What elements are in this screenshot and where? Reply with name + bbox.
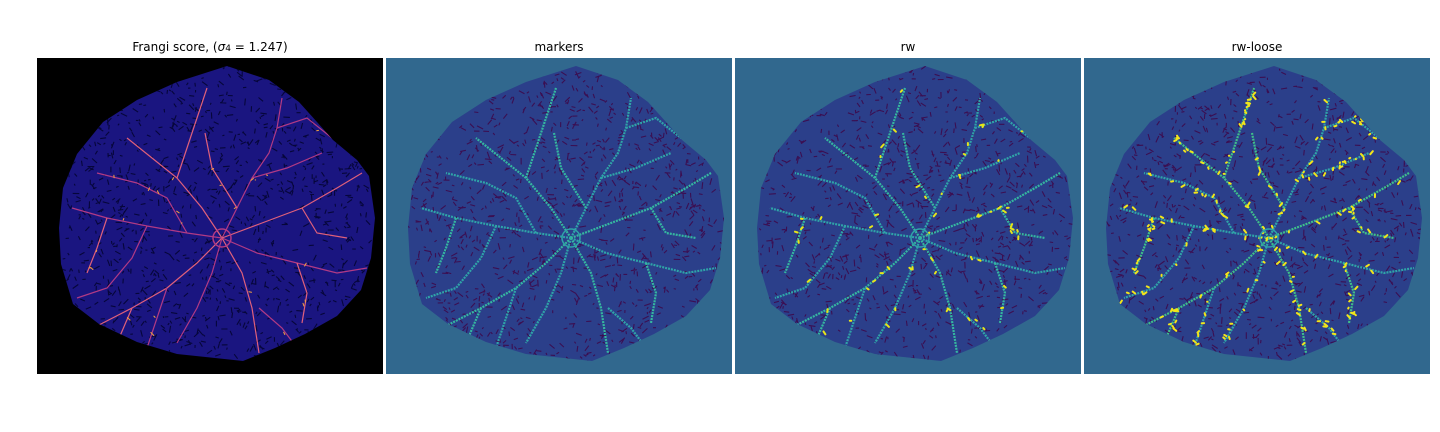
- title-frangi-subscript: 4: [225, 44, 231, 54]
- vessel: [570, 97, 633, 239]
- vessel: [774, 225, 846, 300]
- vessel: [949, 151, 1021, 180]
- vessel: [956, 307, 996, 349]
- vessel: [1323, 116, 1380, 139]
- vessel: [221, 237, 260, 354]
- vessel: [552, 132, 587, 209]
- vessel: [494, 287, 518, 349]
- vessel: [425, 225, 497, 300]
- vessel: [176, 237, 223, 344]
- vessel: [524, 87, 558, 179]
- rw-loose-image: [1084, 58, 1430, 374]
- vessel: [96, 172, 188, 234]
- panel-title-rw: rw: [900, 40, 916, 54]
- vessel: [221, 97, 283, 239]
- vessel: [874, 237, 922, 344]
- vessel: [86, 217, 108, 274]
- panel-title-rw-loose: rw-loose: [1231, 40, 1283, 54]
- vessel: [993, 262, 1007, 324]
- vessel: [794, 171, 886, 234]
- title-frangi-prefix: Frangi score, (: [132, 40, 218, 54]
- vessel: [650, 207, 697, 240]
- vessel: [276, 117, 333, 139]
- vessel: [843, 287, 867, 349]
- highlight-segments: [88, 129, 319, 336]
- retina-region: [59, 66, 375, 361]
- markers-image: [386, 58, 732, 374]
- vessel: [625, 116, 682, 139]
- image-panel-rw: [735, 58, 1081, 374]
- vessel: [1123, 225, 1195, 300]
- vessel: [919, 237, 959, 354]
- texture: [59, 66, 375, 361]
- retina-region: [757, 66, 1073, 361]
- rw-image: [735, 58, 1081, 374]
- title-frangi-suffix: = 1.247): [230, 40, 288, 54]
- vessel: [296, 262, 308, 324]
- vessel: [600, 151, 672, 180]
- title-frangi-sigma: σ: [217, 40, 226, 54]
- highlight-segments: [1119, 91, 1401, 350]
- vessel: [644, 262, 658, 324]
- vessel: [301, 207, 348, 239]
- panel-title-frangi: Frangi score, (σ4 = 1.247): [37, 40, 383, 56]
- optic-disc: [212, 228, 232, 248]
- panel-title-markers: markers: [534, 40, 584, 54]
- vessel: [445, 237, 572, 327]
- vessel: [525, 237, 573, 344]
- optic-disc: [561, 228, 581, 248]
- vessel: [445, 171, 537, 234]
- image-panel-frangi: [37, 58, 383, 374]
- vessel: [901, 132, 936, 209]
- optic-disc: [910, 228, 930, 248]
- vessel: [251, 152, 323, 179]
- retina-region: [408, 66, 724, 361]
- image-panel-rw-loose: [1084, 58, 1430, 374]
- vessel: [146, 287, 168, 349]
- vessel: [919, 97, 982, 239]
- vessel: [1348, 207, 1395, 240]
- vessel: [1192, 287, 1216, 349]
- vessel: [607, 307, 647, 349]
- vessel: [1223, 237, 1271, 344]
- vessel: [76, 225, 148, 299]
- vessel: [434, 217, 458, 274]
- vessel: [794, 237, 921, 327]
- vessel: [873, 87, 907, 179]
- vessel: [999, 207, 1046, 240]
- optic-disc: [1259, 228, 1279, 248]
- highlight-segments: [794, 89, 1024, 346]
- vessel: [1305, 307, 1345, 349]
- vessel: [1143, 171, 1235, 234]
- vessel: [1250, 132, 1285, 209]
- vessel: [204, 132, 238, 209]
- vessel: [1143, 237, 1270, 327]
- vessel: [570, 237, 610, 354]
- frangi-score-image: [37, 58, 383, 374]
- image-panel-markers: [386, 58, 732, 374]
- vessel: [176, 87, 208, 179]
